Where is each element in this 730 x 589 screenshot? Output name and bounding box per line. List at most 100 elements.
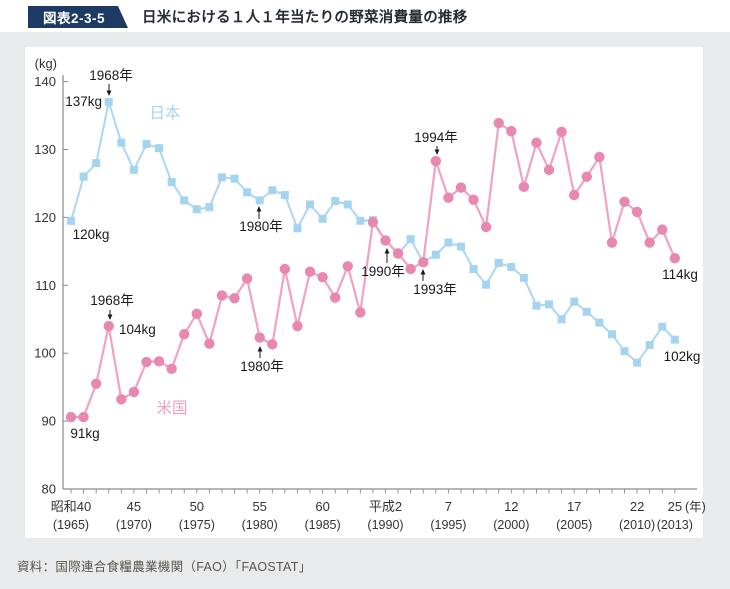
japan-1968-label: 1968年 <box>89 68 133 83</box>
annotation-arrowhead <box>434 149 440 155</box>
x-tick-year-label: (1965) <box>53 518 89 532</box>
us-1968-label: 1968年 <box>90 293 134 308</box>
us-marker <box>116 394 127 405</box>
x-tick-year-label: (2005) <box>556 518 592 532</box>
japan-marker <box>79 172 88 181</box>
source-note: 資料：国際連合食糧農業機関（FAO）「FAOSTAT」 <box>17 560 312 574</box>
us-marker <box>367 216 379 228</box>
y-axis-unit: (kg) <box>35 56 57 71</box>
us-marker <box>506 125 517 137</box>
japan-marker <box>519 273 528 282</box>
us-marker <box>267 339 278 350</box>
japan-marker <box>117 138 126 147</box>
japan-marker <box>104 97 113 106</box>
us-marker <box>254 332 265 343</box>
us-marker <box>216 290 228 301</box>
japan-marker <box>230 174 239 183</box>
us-marker <box>543 164 555 176</box>
x-tick-era-label: 60 <box>315 499 329 514</box>
japan-marker <box>620 347 629 356</box>
japan-marker <box>167 178 176 187</box>
us-marker <box>304 266 316 277</box>
japan-marker <box>180 196 189 205</box>
x-tick-era-label: 平成2 <box>369 499 402 514</box>
y-tick-label: 100 <box>34 346 56 361</box>
japan-marker <box>268 186 277 195</box>
japan-marker <box>570 297 579 306</box>
y-tick-label: 130 <box>34 142 56 157</box>
japan-marker <box>280 190 289 199</box>
us-marker <box>241 273 253 284</box>
japan-marker <box>607 330 616 339</box>
us-marker <box>518 181 530 193</box>
japan-marker <box>331 197 340 206</box>
us-marker <box>405 263 416 275</box>
japan-marker <box>444 238 453 247</box>
japan-marker <box>306 200 315 209</box>
japan-marker <box>595 318 604 327</box>
us-marker <box>455 182 467 193</box>
x-tick-era-label: 50 <box>190 499 204 514</box>
us-marker <box>204 338 215 349</box>
us-marker <box>569 189 580 201</box>
japan-1968-value: 137kg <box>65 94 102 109</box>
japan-marker <box>494 258 503 267</box>
japan-marker <box>243 188 252 197</box>
x-tick-era-label: 25 <box>668 499 682 514</box>
us-marker <box>179 328 190 340</box>
japan-marker <box>507 262 516 271</box>
japan-marker <box>658 322 667 331</box>
annotation-arrowhead <box>420 269 426 275</box>
us-marker <box>380 235 391 246</box>
us-marker <box>355 307 366 318</box>
us-marker <box>191 308 202 320</box>
us-1994-label: 1994年 <box>414 130 458 145</box>
x-tick-era-label: 昭和40 <box>51 499 91 514</box>
us-marker <box>329 292 341 303</box>
us-marker <box>166 363 177 375</box>
us-2013-value: 114kg <box>662 267 698 282</box>
us-marker <box>317 271 328 283</box>
x-tick-year-label: (1995) <box>430 518 466 532</box>
x-tick-era-label: 22 <box>630 499 644 514</box>
us-marker <box>657 224 668 235</box>
japan-1980-label: 1980年 <box>239 219 283 234</box>
japan-marker <box>406 235 415 244</box>
figure-header: 図表2-3-5 日米における１人１年当たりの野菜消費量の推移 <box>0 0 730 32</box>
japan-marker <box>318 214 327 223</box>
x-tick-year-label: (2000) <box>493 518 529 532</box>
japan-marker <box>633 358 642 367</box>
us-marker <box>631 206 643 218</box>
us-marker <box>65 411 77 423</box>
japan-marker <box>645 341 654 350</box>
x-tick-year-label: (1985) <box>305 518 341 532</box>
japan-marker <box>142 140 151 149</box>
y-tick-label: 110 <box>35 278 56 293</box>
x-tick-year-label: (1970) <box>116 518 152 532</box>
us-marker <box>103 320 114 332</box>
japan-marker <box>155 144 164 153</box>
japan-marker <box>92 159 101 168</box>
us-marker <box>556 126 567 138</box>
annotation-arrowhead <box>106 90 112 96</box>
us-1990-label: 1990年 <box>361 264 405 279</box>
x-tick-year-label: (2010) <box>619 518 655 532</box>
japan-line <box>70 101 676 364</box>
japan-series-label: 日本 <box>149 104 180 122</box>
us-1980-label: 1980年 <box>240 359 284 374</box>
us-marker <box>153 356 165 367</box>
us-marker <box>594 151 605 163</box>
us-marker <box>606 237 618 248</box>
us-marker <box>443 192 454 203</box>
us-1968-value: 104kg <box>119 322 156 337</box>
annotation-arrowhead <box>107 314 113 320</box>
us-marker <box>292 320 303 332</box>
us-marker <box>619 196 630 207</box>
us-series-label: 米国 <box>156 399 187 417</box>
x-tick-era-label: 7 <box>445 499 452 514</box>
us-marker <box>90 378 102 389</box>
japan-marker <box>670 335 679 344</box>
japan-marker <box>582 307 591 316</box>
us-marker <box>480 221 492 233</box>
